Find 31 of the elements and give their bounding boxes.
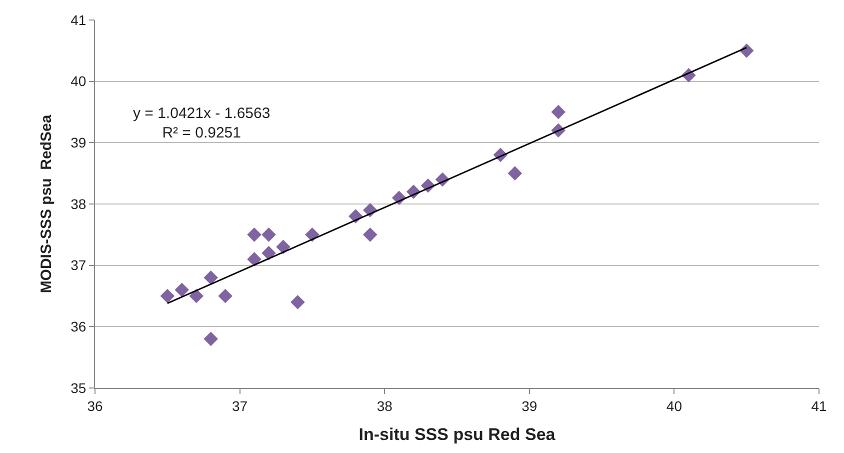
- x-tick-label: 38: [376, 398, 393, 414]
- y-axis-title: MODIS-SSS psu RedSea: [38, 114, 55, 294]
- point: [204, 332, 218, 346]
- point: [247, 228, 262, 242]
- y-tick-label: 41: [70, 12, 86, 28]
- point: [247, 252, 262, 266]
- point: [362, 228, 378, 242]
- y-tick-label: 36: [70, 318, 86, 335]
- point: [262, 246, 276, 260]
- x-tick-label: 37: [232, 398, 248, 414]
- x-tick-label: 36: [87, 398, 103, 414]
- annotation: y = 1.0421x - 1.6563: [133, 105, 270, 122]
- y-tick-label: 40: [70, 73, 86, 90]
- point: [508, 166, 522, 180]
- point: [218, 288, 232, 304]
- x-tick-label: 40: [666, 398, 682, 414]
- y-tick-label: 38: [70, 196, 86, 212]
- x-axis-title: In-situ SSS psu Red Sea: [358, 425, 556, 444]
- x-tick-label: 39: [522, 398, 538, 414]
- point: [551, 104, 566, 120]
- y-tick-label: 35: [70, 380, 86, 396]
- point: [204, 270, 218, 285]
- point: [189, 288, 204, 304]
- point: [160, 288, 175, 304]
- x-tick-label: 41: [811, 398, 827, 414]
- point: [290, 294, 305, 310]
- y-tick-label: 37: [70, 257, 86, 274]
- point: [262, 228, 276, 242]
- point: [174, 282, 190, 298]
- y-tick-label: 39: [70, 134, 86, 151]
- annotation: R² = 0.9251: [162, 124, 241, 142]
